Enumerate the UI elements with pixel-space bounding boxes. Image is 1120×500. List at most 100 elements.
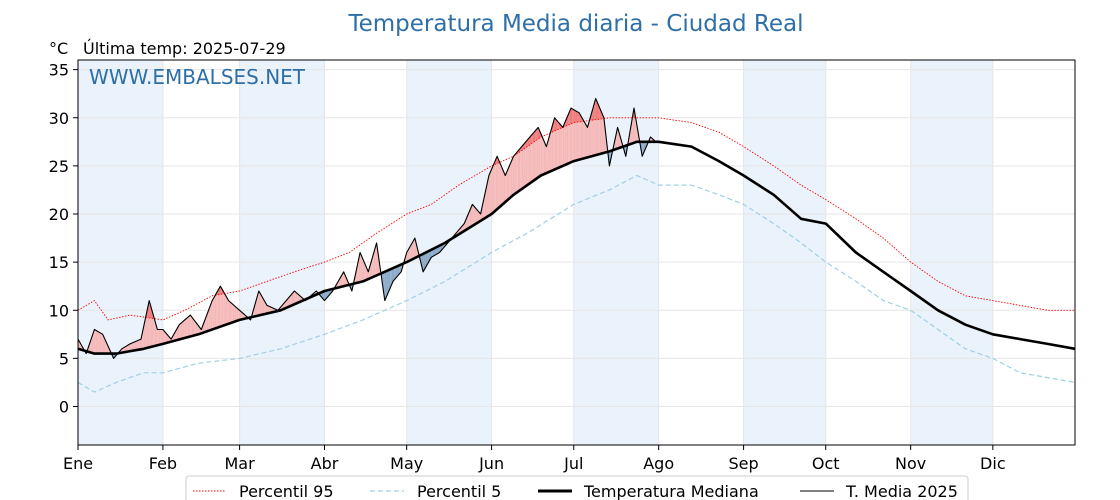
fill-above-median — [525, 140, 528, 187]
fill-above-median — [134, 341, 136, 351]
fill-above-median — [472, 204, 474, 226]
fill-above-median — [473, 205, 476, 226]
fill-above-median — [551, 122, 554, 171]
fill-above-median — [240, 311, 243, 320]
fill-above-median — [538, 127, 540, 178]
fill-above-median — [564, 120, 566, 166]
fill-above-median — [182, 321, 184, 339]
x-tick-label: May — [390, 454, 423, 473]
fill-above-median — [125, 345, 128, 352]
fill-above-median — [566, 114, 569, 165]
fill-above-median — [221, 288, 224, 327]
fill-above-median — [239, 310, 241, 320]
fill-above-median — [581, 117, 584, 159]
fill-above-median — [164, 331, 166, 344]
fill-below-median — [432, 248, 435, 257]
fill-above-median — [234, 305, 236, 322]
fill-above-median — [557, 120, 559, 169]
fill-above-median — [373, 247, 376, 277]
fill-below-median — [384, 271, 387, 301]
fill-above-median — [356, 265, 358, 284]
fill-above-median — [535, 128, 537, 180]
fill-above-median — [288, 295, 291, 307]
legend: Percentil 95 Percentil 5 Temperatura Med… — [185, 475, 969, 500]
fill-above-median — [139, 339, 141, 350]
fill-above-median — [91, 333, 94, 354]
fill-above-median — [601, 111, 603, 154]
fill-above-median — [131, 342, 133, 351]
fill-above-median — [212, 298, 214, 330]
fill-above-p95 — [532, 132, 535, 143]
fill-above-median — [503, 172, 506, 204]
fill-above-median — [172, 334, 174, 342]
fill-above-median — [543, 140, 546, 175]
x-tick-label: Feb — [149, 454, 177, 473]
fill-above-median — [364, 262, 366, 281]
fill-above-median — [231, 303, 233, 323]
fill-above-median — [576, 111, 578, 161]
fill-above-median — [130, 343, 132, 352]
x-tick-label: Mar — [225, 454, 256, 473]
fill-above-median — [494, 159, 496, 212]
fill-above-p95 — [531, 133, 533, 144]
legend-box — [185, 475, 969, 500]
fill-above-median — [238, 309, 240, 321]
fill-above-p95 — [555, 119, 558, 131]
fill-above-p95 — [573, 109, 576, 123]
fill-above-median — [520, 146, 522, 190]
fill-above-median — [93, 329, 95, 354]
fill-above-median — [562, 124, 565, 166]
fill-above-median — [492, 162, 495, 213]
fill-above-median — [531, 133, 533, 183]
fill-above-median — [602, 114, 604, 154]
x-tick-label: Dic — [980, 454, 1006, 473]
fill-above-median — [508, 165, 510, 200]
fill-above-median — [99, 332, 102, 354]
fill-above-p95 — [569, 108, 572, 125]
fill-above-median — [471, 204, 473, 227]
fill-below-median — [398, 265, 400, 275]
fill-above-median — [186, 317, 188, 338]
fill-above-median — [151, 310, 154, 347]
fill-above-median — [266, 305, 269, 314]
fill-below-median — [390, 268, 392, 288]
x-tick-label: Sep — [729, 454, 759, 473]
fill-above-median — [227, 298, 229, 325]
fill-below-median — [394, 266, 396, 280]
month-band — [910, 60, 993, 445]
fill-above-median — [586, 124, 588, 158]
fill-above-median — [223, 291, 225, 326]
fill-above-p95 — [536, 127, 539, 140]
fill-above-median — [340, 274, 343, 287]
fill-above-median — [588, 117, 591, 157]
fill-above-median — [484, 188, 487, 219]
fill-above-median — [487, 175, 489, 217]
fill-above-median — [510, 159, 513, 198]
fill-above-median — [219, 286, 221, 328]
fill-above-median — [476, 209, 478, 224]
anomaly-fills — [78, 98, 656, 359]
fill-above-median — [516, 151, 518, 193]
fill-above-median — [409, 245, 411, 261]
fill-above-median — [498, 159, 500, 208]
fill-above-median — [565, 117, 567, 165]
fill-above-median — [497, 156, 499, 210]
fill-above-median — [490, 169, 492, 215]
y-tick-label: 0 — [59, 398, 69, 417]
fill-above-median — [183, 319, 185, 339]
fill-above-median — [534, 130, 536, 181]
fill-above-median — [132, 342, 135, 351]
fill-above-p95 — [535, 128, 537, 141]
fill-above-p95 — [597, 101, 599, 120]
fill-below-median — [423, 253, 425, 272]
fill-above-p95 — [553, 117, 555, 132]
fill-above-median — [509, 162, 511, 199]
fill-above-median — [408, 247, 410, 262]
y-tick-label: 25 — [49, 157, 69, 176]
fill-above-median — [136, 340, 139, 350]
fill-above-median — [235, 306, 237, 322]
fill-above-median — [257, 291, 259, 316]
fill-above-median — [202, 322, 204, 333]
fill-above-median — [599, 108, 602, 155]
fill-above-p95 — [576, 111, 578, 123]
